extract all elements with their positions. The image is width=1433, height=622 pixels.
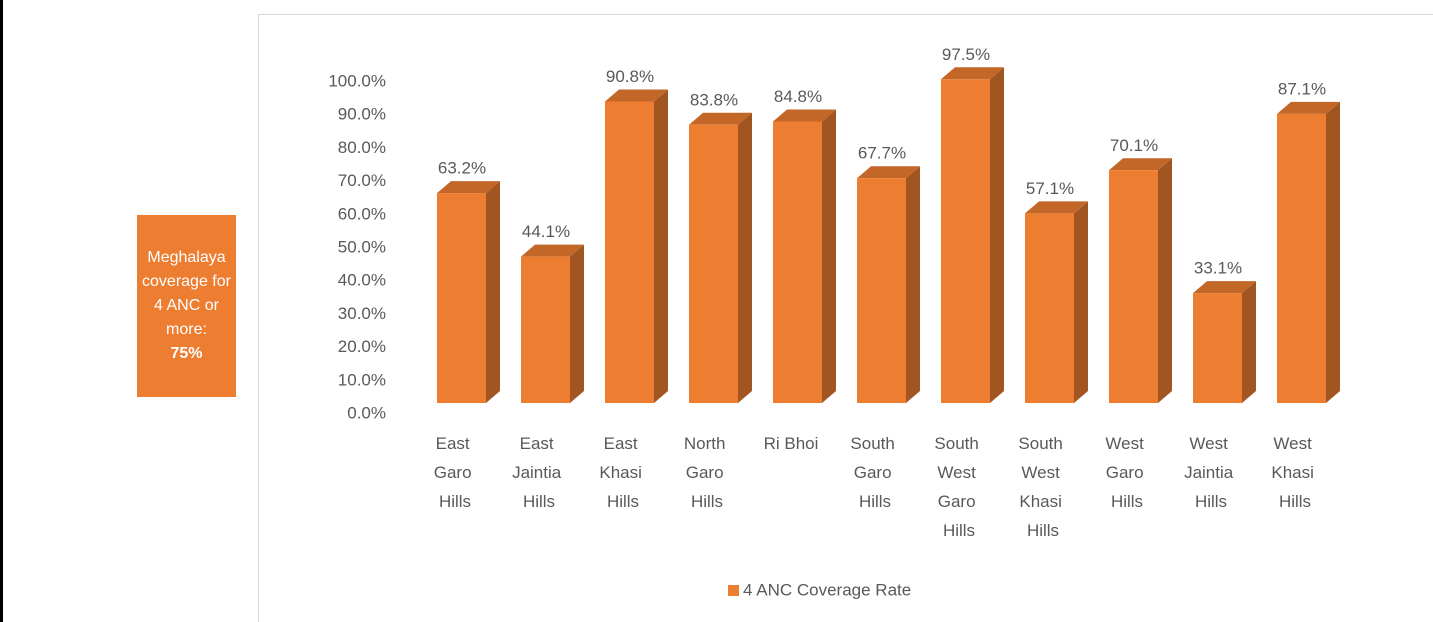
- bar-top: [605, 89, 668, 102]
- bar-front: [1193, 293, 1242, 403]
- bar: [1277, 101, 1340, 403]
- bar-front: [1109, 170, 1158, 403]
- bar-front: [437, 193, 486, 403]
- bar-side: [1158, 158, 1172, 403]
- value-label: 67.7%: [858, 144, 906, 163]
- bar-front: [1025, 213, 1074, 403]
- bar-front: [689, 124, 738, 403]
- bar: [521, 244, 584, 403]
- bar: [1193, 281, 1256, 403]
- bar-front: [1277, 113, 1326, 403]
- bar: [773, 109, 836, 404]
- bar-front: [521, 256, 570, 403]
- y-tick-label: 30.0%: [338, 304, 386, 323]
- bar-side: [1242, 281, 1256, 403]
- bar-side: [906, 166, 920, 403]
- bar-side: [738, 112, 752, 403]
- y-tick-label: 40.0%: [338, 271, 386, 290]
- value-label: 44.1%: [522, 222, 570, 241]
- bar: [857, 166, 920, 403]
- bar-front: [605, 101, 654, 403]
- value-label: 57.1%: [1026, 179, 1074, 198]
- y-tick-label: 60.0%: [338, 204, 386, 223]
- x-tick-label: West Garo Hills: [1105, 434, 1148, 511]
- legend-swatch: [728, 585, 739, 596]
- bar-side: [990, 67, 1004, 404]
- value-label: 70.1%: [1110, 136, 1158, 155]
- bar-side: [654, 89, 668, 403]
- x-tick-label: North Garo Hills: [684, 434, 730, 511]
- bar-front: [773, 121, 822, 404]
- x-tick-label: Ri Bhoi: [764, 434, 819, 453]
- legend-label: 4 ANC Coverage Rate: [743, 580, 911, 599]
- callout: Meghalaya coverage for 4 ANC or more: 75…: [137, 215, 236, 397]
- value-label: 97.5%: [942, 45, 990, 64]
- bar-top: [941, 67, 1004, 80]
- bar-side: [1326, 101, 1340, 403]
- bar-top: [1025, 201, 1088, 214]
- bar-top: [1109, 158, 1172, 171]
- y-tick-label: 90.0%: [338, 105, 386, 124]
- y-tick-label: 80.0%: [338, 138, 386, 157]
- edge: [0, 0, 3, 622]
- bar: [437, 181, 500, 403]
- y-tick-label: 20.0%: [338, 337, 386, 356]
- bar: [1109, 158, 1172, 403]
- x-tick-label: South West Garo Hills: [934, 434, 983, 540]
- bar-top: [1277, 101, 1340, 114]
- bar-side: [1074, 201, 1088, 403]
- bar: [689, 112, 752, 403]
- bar-side: [486, 181, 500, 403]
- y-tick-label: 10.0%: [338, 370, 386, 389]
- bar: [605, 89, 668, 403]
- y-tick-label: 0.0%: [347, 403, 386, 422]
- bar-side: [822, 109, 836, 404]
- value-label: 63.2%: [438, 159, 486, 178]
- bar-side: [570, 244, 584, 403]
- bar-top: [689, 112, 752, 125]
- callout-text: Meghalaya coverage for 4 ANC or more:: [142, 249, 231, 338]
- value-label: 90.8%: [606, 67, 654, 86]
- y-tick-label: 50.0%: [338, 237, 386, 256]
- bar-front: [857, 178, 906, 403]
- value-label: 87.1%: [1278, 79, 1326, 98]
- y-tick-label: 100.0%: [328, 71, 386, 90]
- value-label: 33.1%: [1194, 259, 1242, 278]
- chart-frame: [258, 14, 1433, 622]
- callout-value: 75%: [170, 345, 203, 362]
- bar-top: [521, 244, 584, 257]
- bar-front: [941, 79, 990, 404]
- x-tick-label: West Jaintia Hills: [1184, 434, 1238, 511]
- x-tick-label: East Jaintia Hills: [512, 434, 566, 511]
- bar-top: [1193, 281, 1256, 294]
- value-label: 84.8%: [774, 87, 822, 106]
- y-tick-label: 70.0%: [338, 171, 386, 190]
- x-tick-label: South West Khasi Hills: [1018, 434, 1067, 540]
- bar-top: [437, 181, 500, 194]
- bar: [1025, 201, 1088, 403]
- value-label: 83.8%: [690, 90, 738, 109]
- bar-top: [773, 109, 836, 122]
- bar: [941, 67, 1004, 404]
- x-tick-label: East Garo Hills: [434, 434, 477, 511]
- bar-top: [857, 166, 920, 179]
- x-tick-label: East Khasi Hills: [599, 434, 646, 511]
- x-tick-label: South Garo Hills: [850, 434, 899, 511]
- x-tick-label: West Khasi Hills: [1271, 434, 1318, 511]
